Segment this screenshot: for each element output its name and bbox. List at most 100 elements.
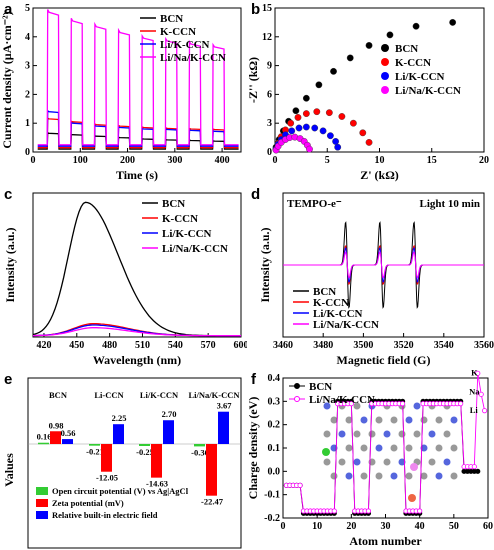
data-point-K-CCN <box>349 119 357 127</box>
data-point-Li/K-CCN <box>311 124 319 132</box>
plot-frame <box>27 377 242 549</box>
y-tick-label: 1 <box>25 118 30 129</box>
x-tick-label: 480 <box>102 340 117 351</box>
legend-marker <box>294 396 300 402</box>
x-tick-label: 0 <box>273 155 278 166</box>
x-tick-label: 10 <box>312 521 322 532</box>
bar-value-label: 0.98 <box>49 420 64 430</box>
data-point-K-CCN <box>294 114 302 121</box>
bar-Zeta <box>101 444 112 472</box>
atom-icon <box>383 430 391 438</box>
bar-value-label: -0.21 <box>86 447 104 457</box>
y-tick-label: 3 <box>25 61 30 72</box>
atom-icon <box>330 472 338 480</box>
panel-d-epr-chart: d 3460 3480 3500 3520 3540 3560 Magnetic field … <box>251 186 494 367</box>
atom-icon <box>383 458 391 466</box>
y-tick-label: 2 <box>25 89 30 100</box>
x-tick-label: 15 <box>427 155 437 166</box>
data-point-Li/K-CCN <box>332 138 340 145</box>
bar-value-label: -14.63 <box>146 479 168 489</box>
panel-e-bar-chart: e Values BCN Li-CCN Li/K-CCN Li/Na/K-CCN 0.16 -… <box>2 371 242 549</box>
atom-icon <box>353 430 361 438</box>
atom-icon <box>443 430 451 438</box>
data-point-K-CCN <box>365 138 373 146</box>
atom-icon <box>405 416 413 424</box>
data-point-BCN <box>346 54 354 62</box>
x-tick-label: 0 <box>31 155 36 166</box>
data-point-Li/K-CCN <box>302 123 310 131</box>
atom-icon <box>443 458 451 466</box>
y-tick-label: 6 <box>267 89 272 100</box>
atom-icon <box>420 472 428 480</box>
x-axis-label: Time (s) <box>116 168 158 182</box>
data-point-Li/Na/K-CCN <box>399 401 406 407</box>
data-point-Li/Na/K-CCN <box>306 145 313 153</box>
legend-label: Li/Na/K-CCN <box>313 319 379 331</box>
data-point-Li/K-CCN <box>295 124 303 132</box>
y-tick-label: 0.4 <box>268 373 281 384</box>
atom-icon <box>360 416 368 424</box>
data-point-K-CCN <box>359 129 367 137</box>
data-point-K-CCN <box>325 109 333 117</box>
y-tick-label: 0.1 <box>268 443 281 454</box>
atom-icon <box>420 416 428 424</box>
y-tick-label: 0.3 <box>268 396 281 407</box>
annotation-light: Light 10 min <box>419 198 480 210</box>
series-line-BCN <box>32 201 241 337</box>
x-tick-label: 100 <box>73 155 88 166</box>
y-tick-label: 4 <box>25 32 30 43</box>
data-point-Li/K-CCN <box>334 143 342 151</box>
data-point-BCN <box>365 42 373 49</box>
x-tick-label: 60 <box>483 521 493 532</box>
annotation-k: K <box>471 370 478 378</box>
x-tick-label: 200 <box>120 155 135 166</box>
li-atom-icon <box>322 448 330 456</box>
data-point-BCN <box>292 107 300 115</box>
bar-value-label: 2.25 <box>112 413 127 423</box>
x-tick-label: 30 <box>381 521 391 532</box>
atom-icon <box>398 458 406 466</box>
bar-Open <box>89 444 100 446</box>
bar-Zeta <box>151 444 162 478</box>
panel-label: b <box>251 1 260 18</box>
series-line-K-CCN <box>32 323 241 337</box>
legend-label: K-CCN <box>162 213 198 225</box>
annotation-na: Na <box>469 386 480 396</box>
atom-icon <box>375 472 383 480</box>
legend-label: BCN <box>395 43 418 55</box>
bar-value-label: -22.47 <box>201 497 224 507</box>
x-tick-label: 3480 <box>313 340 333 351</box>
x-axis-label: Z' (kΩ) <box>360 168 399 182</box>
x-tick-label: 3460 <box>273 340 293 351</box>
data-point-K-CCN <box>287 119 295 127</box>
panel-label: a <box>4 1 13 18</box>
data-point-Li/Na/K-CCN <box>475 370 481 376</box>
data-point-BCN <box>302 94 310 102</box>
x-tick-label: 0 <box>281 521 286 532</box>
atom-icon <box>360 472 368 480</box>
x-tick-label: 420 <box>36 340 51 351</box>
legend-marker <box>294 383 300 389</box>
atom-icon <box>323 430 331 438</box>
data-point-Li/Na/K-CCN <box>458 401 464 407</box>
structure-inset <box>322 402 458 502</box>
atom-icon <box>330 444 338 452</box>
bar-value-label: 2.70 <box>162 409 177 419</box>
x-tick-label: 10 <box>375 155 385 166</box>
panel-label: c <box>4 186 12 203</box>
legend-label: K-CCN <box>160 26 196 38</box>
atom-icon <box>435 472 443 480</box>
bar-Zeta <box>206 444 217 496</box>
atom-icon <box>360 444 368 452</box>
legend-label: Li/K-CCN <box>313 308 363 320</box>
atom-icon <box>435 444 443 452</box>
atom-icon <box>323 458 331 466</box>
y-tick-label: 15 <box>262 3 272 14</box>
x-tick-label: 40 <box>415 521 425 532</box>
series-line-Li/K-CCN <box>32 324 241 337</box>
y-axis-label: Charge density (eV) <box>247 397 260 500</box>
legend-marker <box>381 44 389 52</box>
series-line-BCN <box>286 400 478 514</box>
bar-value-label: 0.56 <box>61 428 76 438</box>
atom-icon <box>405 472 413 480</box>
